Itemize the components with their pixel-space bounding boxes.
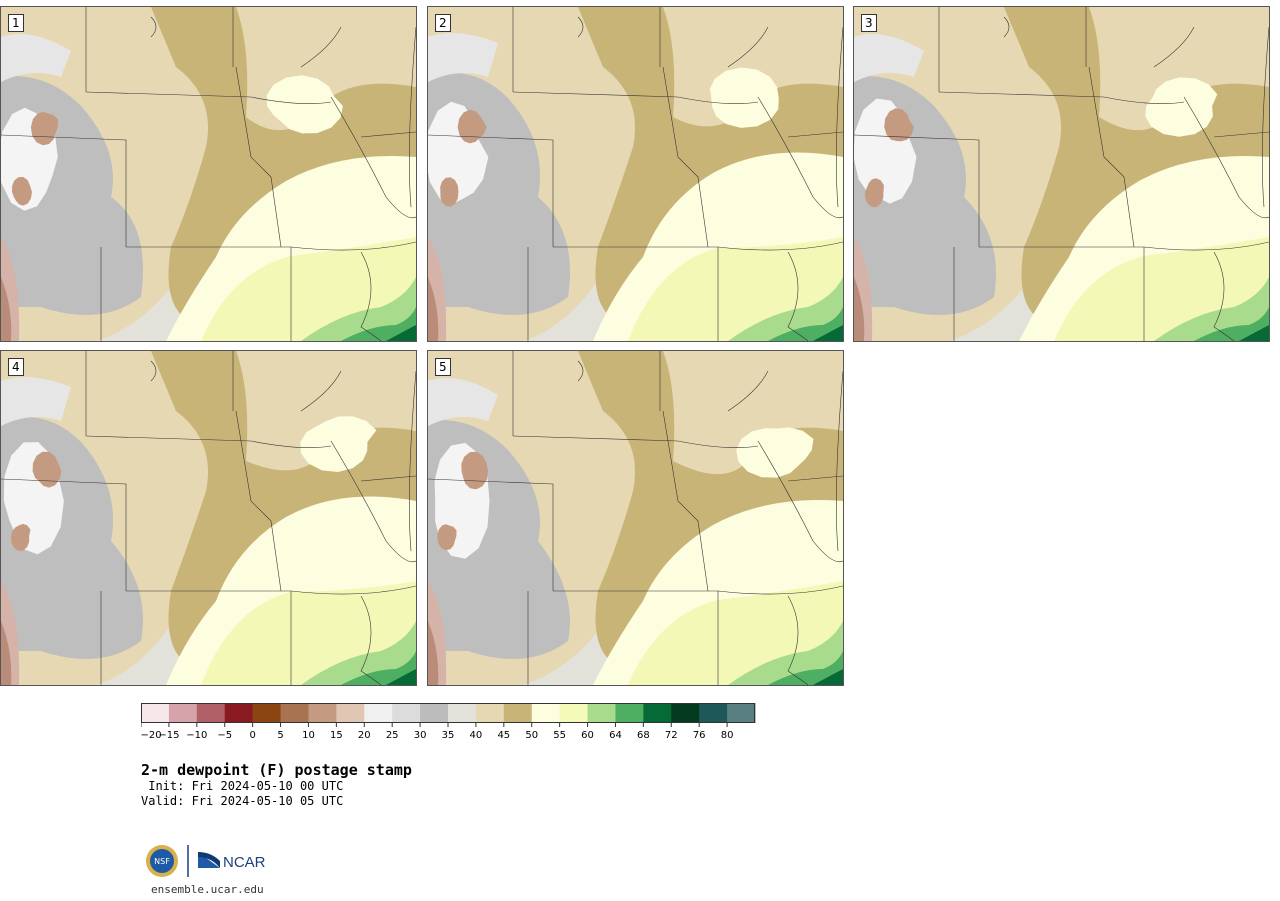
colorbar-swatch	[420, 703, 449, 723]
colorbar-swatch	[615, 703, 644, 723]
map-panel-4: 4	[0, 350, 417, 686]
colorbar: −20 −15 −10 −5 0 5 10 15 20 25 30 35 40 45 50 55 60 64 68 7…	[140, 703, 781, 749]
colorbar-tick-label: 60	[581, 730, 594, 741]
colorbar-swatch	[168, 703, 198, 723]
colorbar-swatch	[141, 703, 170, 723]
panel-number-label: 5	[435, 358, 451, 376]
colorbar-tick-label: 64	[609, 730, 622, 741]
colorbar-tick-label: 80	[721, 730, 734, 741]
nsf-text: NSF	[154, 857, 170, 866]
colorbar-swatch	[699, 703, 728, 723]
colorbar-tick-label: −15	[158, 730, 179, 741]
map-panel-3: 3	[853, 6, 1270, 342]
colorbar-tick-label: 45	[497, 730, 510, 741]
colorbar-swatch	[587, 703, 616, 723]
colorbar-tick-label: 30	[414, 730, 427, 741]
map-field	[428, 351, 843, 685]
colorbar-tick-label: 5	[277, 730, 283, 741]
colorbar-svg: −20−15 −10 −5 0 5 10 15 20 25 30 35 40 45 50 55 60 64 68 7…	[140, 703, 756, 741]
map-field	[1, 351, 416, 685]
map-panel-5: 5	[427, 350, 844, 686]
colorbar-swatch	[336, 703, 365, 723]
colorbar-swatch	[559, 703, 589, 723]
valid-time: Valid: Fri 2024-05-10 05 UTC	[141, 794, 344, 808]
colorbar-swatch	[643, 703, 672, 723]
colorbar-swatch	[727, 703, 756, 723]
panel-number-label: 3	[861, 14, 877, 32]
colorbar-swatch	[280, 703, 309, 723]
init-time: Init: Fri 2024-05-10 00 UTC	[141, 779, 344, 793]
site-url: ensemble.ucar.edu	[151, 883, 264, 896]
colorbar-swatch	[364, 703, 393, 723]
map-field	[1, 7, 416, 341]
colorbar-tick-label: 25	[386, 730, 399, 741]
colorbar-swatch	[308, 703, 337, 723]
colorbar-swatch	[503, 703, 533, 723]
map-title: 2-m dewpoint (F) postage stamp	[141, 761, 412, 779]
colorbar-tick-label: 55	[553, 730, 566, 741]
colorbar-tick-label: 40	[470, 730, 483, 741]
colorbar-swatch	[475, 703, 505, 723]
colorbar-tick-label: 76	[693, 730, 706, 741]
colorbar-tick-label: 35	[442, 730, 455, 741]
colorbar-tick-label: 68	[637, 730, 650, 741]
map-panel-2: 2	[427, 6, 844, 342]
colorbar-tick-label: 0	[249, 730, 255, 741]
colorbar-swatch	[224, 703, 254, 723]
colorbar-swatch	[252, 703, 282, 723]
panel-number-label: 2	[435, 14, 451, 32]
colorbar-swatch	[671, 703, 700, 723]
colorbar-tick-label: 20	[358, 730, 371, 741]
colorbar-tick-label: −5	[217, 730, 232, 741]
colorbar-swatch	[448, 703, 477, 723]
nsf-ncar-logo: NSF NCAR	[145, 843, 275, 885]
panel-number-label: 4	[8, 358, 24, 376]
colorbar-tick-label: −10	[186, 730, 207, 741]
colorbar-swatch	[196, 703, 226, 723]
map-panel-1: 1	[0, 6, 417, 342]
colorbar-swatch	[392, 703, 421, 723]
ncar-text: NCAR	[223, 854, 266, 871]
map-field	[428, 7, 843, 341]
map-field	[854, 7, 1269, 341]
colorbar-tick-label: 10	[302, 730, 315, 741]
colorbar-swatch	[531, 703, 561, 723]
colorbar-tick-label: 50	[525, 730, 538, 741]
panel-number-label: 1	[8, 14, 24, 32]
colorbar-tick-label: −20	[141, 730, 162, 741]
colorbar-tick-label: 72	[665, 730, 678, 741]
colorbar-tick-label: 15	[330, 730, 343, 741]
